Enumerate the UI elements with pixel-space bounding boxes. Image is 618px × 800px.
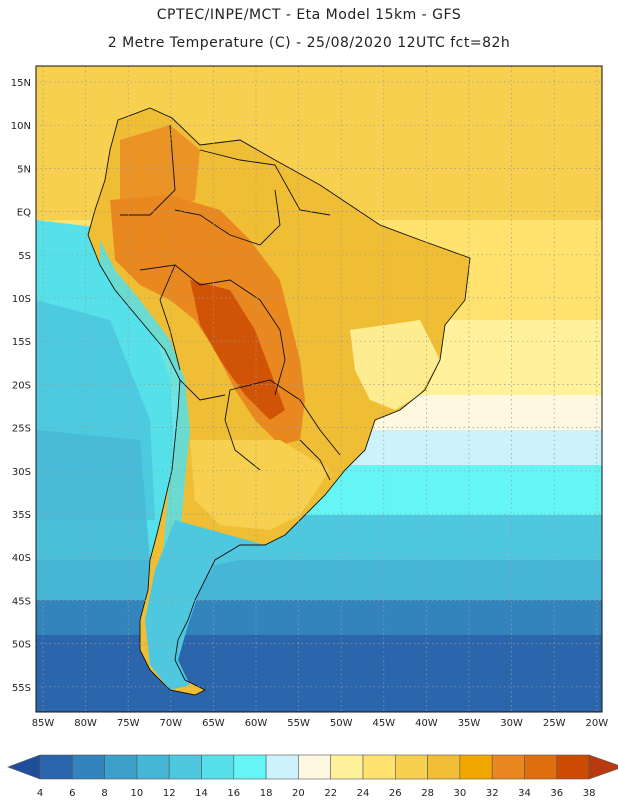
lat-label-30S: 30S bbox=[12, 467, 31, 478]
colorbar-swatch-1 bbox=[72, 754, 105, 780]
ocean-band-9 bbox=[36, 635, 602, 712]
colorbar-swatch-3 bbox=[136, 754, 170, 780]
colorbar: 4 6 8 10 12 14 16 18 20 22 24 26 28 30 32 34 36 38 bbox=[7, 754, 618, 799]
colorbar-swatch-0 bbox=[39, 754, 73, 780]
lon-label-55W: 55W bbox=[287, 718, 310, 729]
colorbar-label-18: 18 bbox=[260, 788, 273, 799]
hottest-core bbox=[190, 280, 285, 420]
lat-label-15S: 15S bbox=[12, 337, 31, 348]
colorbar-label-4: 4 bbox=[37, 788, 43, 799]
lat-label-5S: 5S bbox=[18, 251, 31, 262]
lat-label-25S: 25S bbox=[12, 424, 31, 435]
colorbar-label-6: 6 bbox=[69, 788, 75, 799]
colorbar-swatch-12 bbox=[427, 754, 461, 780]
colorbar-label-34: 34 bbox=[518, 788, 531, 799]
lat-label-35S: 35S bbox=[12, 510, 31, 521]
lon-label-40W: 40W bbox=[415, 718, 438, 729]
colorbar-swatch-10 bbox=[362, 754, 396, 780]
colorbar-low-arrow bbox=[7, 754, 41, 780]
colorbar-label-12: 12 bbox=[163, 788, 176, 799]
colorbar-swatch-13 bbox=[459, 754, 493, 780]
pacific-cool-zone-3 bbox=[36, 430, 150, 560]
lat-label-10S: 10S bbox=[12, 294, 31, 305]
lon-label-80W: 80W bbox=[74, 718, 97, 729]
lon-label-65W: 65W bbox=[202, 718, 225, 729]
pampas-warm bbox=[190, 440, 330, 530]
colorbar-swatch-9 bbox=[330, 754, 364, 780]
colorbar-label-14: 14 bbox=[195, 788, 208, 799]
colorbar-label-28: 28 bbox=[421, 788, 434, 799]
lat-label-45S: 45S bbox=[12, 596, 31, 607]
lon-label-70W: 70W bbox=[159, 718, 182, 729]
eastern-coast-cool bbox=[350, 320, 440, 410]
lon-label-75W: 75W bbox=[117, 718, 140, 729]
colorbar-swatch-6 bbox=[233, 754, 267, 780]
colorbar-swatch-5 bbox=[201, 754, 235, 780]
colorbar-label-20: 20 bbox=[292, 788, 305, 799]
colorbar-swatch-15 bbox=[524, 754, 558, 780]
lat-label-5N: 5N bbox=[17, 164, 31, 175]
country-borders bbox=[87, 107, 471, 696]
lon-label-60W: 60W bbox=[245, 718, 268, 729]
lat-label-EQ: EQ bbox=[17, 208, 31, 219]
lon-label-25W: 25W bbox=[543, 718, 566, 729]
map-frame bbox=[35, 65, 603, 713]
latitude-labels: 15N 10N 5N EQ 5S 10S 15S 20S 25S 30S 35S 40S 45S 50S 5… bbox=[11, 78, 31, 694]
colorbar-label-30: 30 bbox=[454, 788, 467, 799]
colorbar-label-22: 22 bbox=[324, 788, 337, 799]
colorbar-swatch-16 bbox=[556, 754, 590, 780]
ocean-band-7 bbox=[36, 560, 602, 605]
northern-warm bbox=[120, 125, 200, 215]
lat-label-10N: 10N bbox=[11, 121, 31, 132]
lon-label-45W: 45W bbox=[372, 718, 395, 729]
ocean-band-8 bbox=[36, 600, 602, 640]
map-title-line2: 2 Metre Temperature (C) - 25/08/2020 12U… bbox=[107, 35, 511, 51]
colorbar-label-36: 36 bbox=[550, 788, 563, 799]
lat-label-40S: 40S bbox=[12, 553, 31, 564]
colorbar-label-26: 26 bbox=[389, 788, 402, 799]
colorbar-label-38: 38 bbox=[583, 788, 596, 799]
lon-label-85W: 85W bbox=[32, 718, 55, 729]
lon-label-35W: 35W bbox=[458, 718, 481, 729]
colorbar-label-32: 32 bbox=[486, 788, 499, 799]
lat-label-50S: 50S bbox=[12, 640, 31, 651]
patagonia-cool bbox=[145, 520, 265, 690]
colorbar-swatch-4 bbox=[168, 754, 202, 780]
colorbar-label-24: 24 bbox=[357, 788, 370, 799]
colorbar-swatch-11 bbox=[394, 754, 428, 780]
lon-label-20W: 20W bbox=[585, 718, 608, 729]
lat-label-20S: 20S bbox=[12, 380, 31, 391]
lat-label-55S: 55S bbox=[12, 683, 31, 694]
colorbar-swatch-2 bbox=[104, 754, 138, 780]
lat-label-15N: 15N bbox=[11, 78, 31, 89]
colorbar-swatch-8 bbox=[298, 754, 331, 780]
colorbar-label-8: 8 bbox=[101, 788, 107, 799]
colorbar-swatch-7 bbox=[265, 754, 299, 780]
lon-label-30W: 30W bbox=[500, 718, 523, 729]
map-title-line1: CPTEC/INPE/MCT - Eta Model 15km - GFS bbox=[156, 7, 462, 23]
colorbar-swatch-14 bbox=[491, 754, 525, 780]
colorbar-label-10: 10 bbox=[131, 788, 144, 799]
lon-label-50W: 50W bbox=[330, 718, 353, 729]
longitude-labels: 85W 80W 75W 70W 65W 60W 55W 50W 45W 40W 35W 30W 25W 2… bbox=[32, 718, 609, 729]
colorbar-high-arrow bbox=[588, 754, 618, 780]
colorbar-label-16: 16 bbox=[227, 788, 240, 799]
